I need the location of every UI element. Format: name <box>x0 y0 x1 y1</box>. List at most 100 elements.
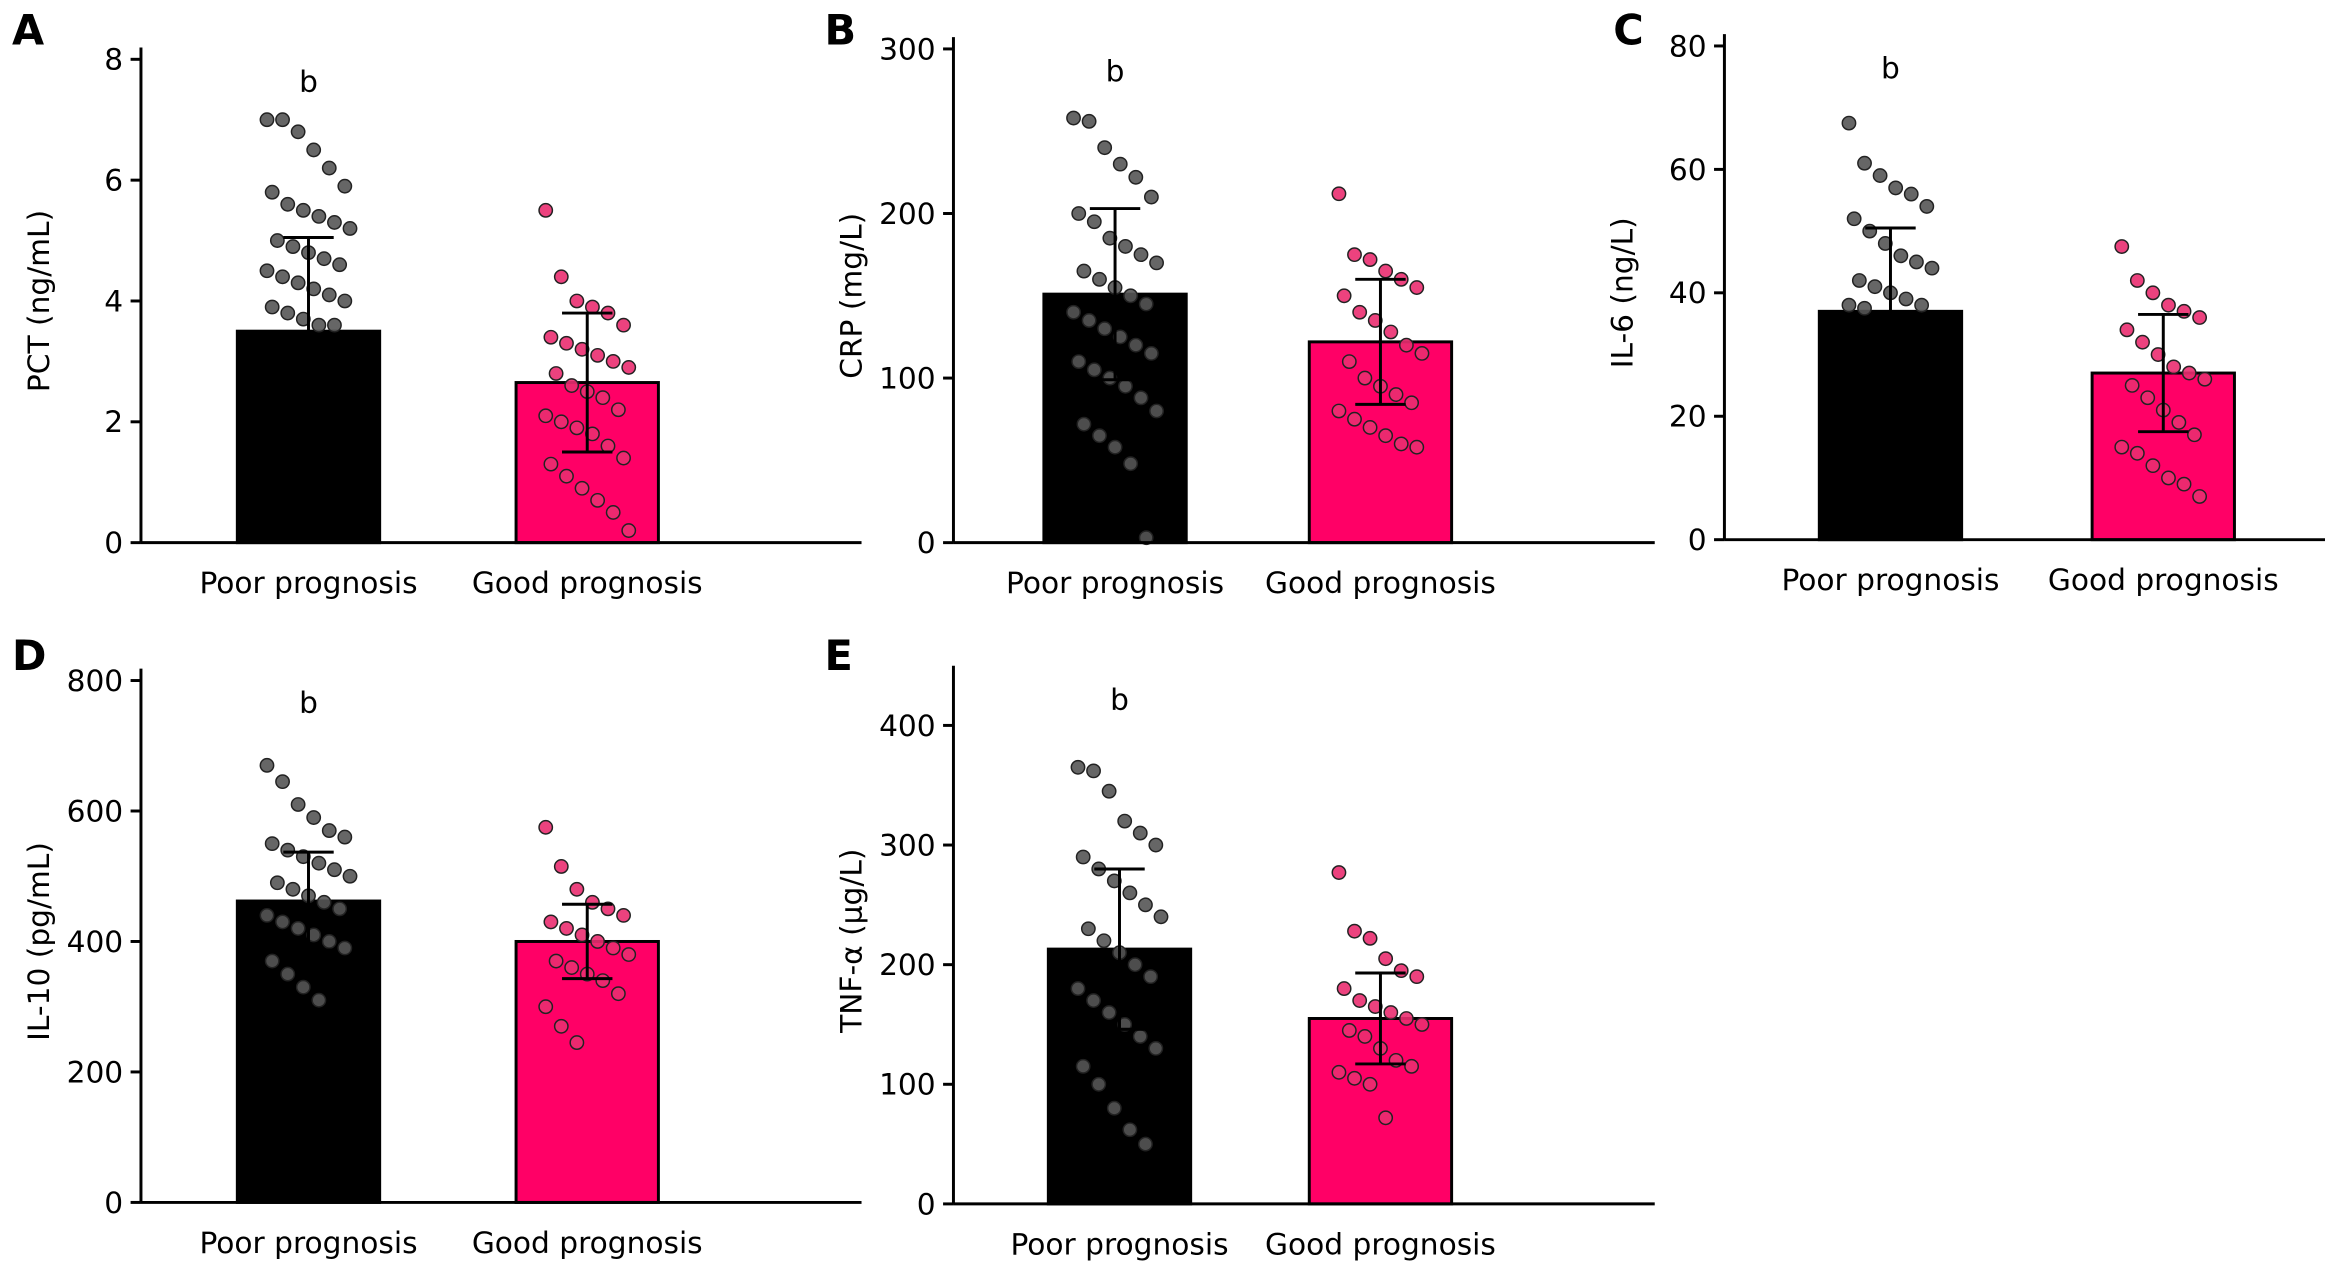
scatter-point <box>1143 189 1159 205</box>
scatter-point <box>321 823 337 838</box>
y-tick-label: 400 <box>879 708 936 743</box>
scatter-point <box>543 329 559 345</box>
scatter-point <box>610 986 626 1002</box>
scatter-point <box>564 378 580 393</box>
scatter-point <box>1888 180 1904 196</box>
y-tick-label: 60 <box>1669 152 1707 187</box>
scatter-point <box>2161 470 2176 486</box>
error-bar <box>1865 226 1916 397</box>
scatter-point <box>569 1035 585 1051</box>
scatter-point <box>1066 110 1081 126</box>
scatter-point <box>1086 763 1101 779</box>
y-axis-label: CRP (mg/L) <box>834 213 869 379</box>
scatter-point <box>1107 439 1123 455</box>
scatter-point <box>1924 260 1940 276</box>
scatter-point <box>538 819 554 835</box>
scatter-point <box>2135 334 2150 350</box>
scatter-point <box>1919 199 1935 214</box>
scatter-point <box>616 907 631 923</box>
error-bar <box>1089 207 1141 382</box>
scatter-point <box>1122 1122 1138 1138</box>
scatter-point <box>1841 115 1857 131</box>
scatter-point <box>1101 783 1117 799</box>
scatter-point <box>553 414 569 430</box>
scatter-point <box>553 859 569 874</box>
scatter-point <box>621 523 637 538</box>
scatter-point <box>1857 155 1872 171</box>
x-tick-label: Good prognosis <box>472 565 703 600</box>
scatter-point <box>259 263 275 279</box>
y-tick-label: 40 <box>1669 275 1707 310</box>
scatter-point <box>1081 313 1097 328</box>
scatter-point <box>1414 345 1430 361</box>
scatter-point <box>332 257 348 273</box>
y-tick-label: 6 <box>104 163 123 198</box>
scatter-point <box>1362 930 1378 946</box>
scatter-point <box>1138 897 1153 913</box>
scatter-point <box>342 221 358 236</box>
panel-letter: D <box>12 631 46 680</box>
scatter-point <box>2124 377 2140 393</box>
scatter-point <box>1086 993 1101 1008</box>
scatter-point <box>1086 362 1102 378</box>
scatter-point <box>1153 909 1169 925</box>
panel: D IL-10 (pg/mL) 0 200 400 600 800 Poor prognosi… <box>12 631 862 1260</box>
scatter-point <box>2114 239 2130 254</box>
scatter-point <box>590 934 606 949</box>
scatter-point <box>1076 263 1092 279</box>
scatter-point <box>2129 273 2145 288</box>
scatter-point <box>559 335 574 351</box>
scatter-point <box>1362 420 1378 435</box>
scatter-point <box>616 317 631 333</box>
scatter-point <box>538 202 554 218</box>
scatter-point <box>1128 337 1144 353</box>
scatter-point <box>264 836 280 852</box>
scatter-point <box>1075 849 1091 865</box>
scatter-point <box>1071 354 1087 370</box>
scatter-point <box>2145 285 2161 301</box>
scatter-point <box>1347 1070 1362 1086</box>
scatter-point <box>311 855 327 871</box>
annotation: b <box>1110 682 1129 717</box>
scatter-point <box>1336 981 1352 996</box>
scatter-point <box>269 875 285 891</box>
scatter-point <box>1414 1017 1430 1032</box>
bar <box>514 381 660 545</box>
y-tick-label: 20 <box>1669 399 1707 434</box>
scatter-point <box>1393 436 1409 452</box>
scatter-point <box>1331 865 1347 880</box>
scatter-point <box>332 901 348 917</box>
scatter-point <box>2171 415 2187 430</box>
annotation: b <box>1881 51 1900 86</box>
scatter-point <box>548 366 564 381</box>
error-bar <box>283 850 334 952</box>
scatter-point <box>280 966 296 982</box>
scatter-point <box>1398 337 1414 353</box>
scatter-point <box>1352 304 1368 320</box>
y-axis-label: PCT (ng/mL) <box>21 210 56 392</box>
scatter-point <box>595 390 611 406</box>
scatter-point <box>1148 1040 1164 1056</box>
scatter-point <box>553 269 569 285</box>
scatter-point <box>316 251 332 267</box>
scatter-point <box>1122 885 1138 901</box>
scatter-point <box>2181 365 2197 381</box>
scatter-point <box>327 317 342 333</box>
scatter-point <box>259 907 275 923</box>
scatter-point <box>1357 370 1373 386</box>
scatter-point <box>2140 390 2156 406</box>
scatter-point <box>2145 458 2161 474</box>
annotation: b <box>299 64 318 99</box>
y-tick-label: 300 <box>879 827 936 862</box>
scatter-point <box>1388 387 1404 402</box>
scatter-point <box>1149 403 1164 419</box>
scatter-point <box>1138 530 1154 546</box>
scatter-point <box>1331 1064 1347 1080</box>
scatter-point <box>1378 428 1394 444</box>
y-tick-label: 0 <box>917 525 936 560</box>
scatter-point <box>1128 169 1144 185</box>
scatter-point <box>1872 168 1888 183</box>
scatter-point <box>1143 345 1159 361</box>
scatter-point <box>1331 186 1347 202</box>
